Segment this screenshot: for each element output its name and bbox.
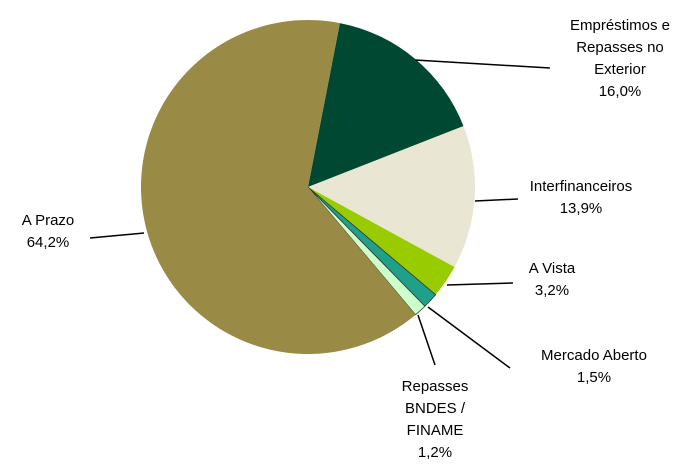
value-label: 1,2% [417,444,453,461]
value-label: 13,9% [559,200,603,217]
pie-slice [308,126,476,268]
value-label: 1,5% [576,369,612,386]
value-label: 3,2% [534,282,570,299]
value-label: 16,0% [598,83,642,100]
category-label: A Prazo [21,212,75,229]
slice-label: Mercado Aberto 1,5% [514,345,674,389]
slice-label: A Prazo 64,2% [3,210,93,254]
category-label: Interfinanceiros [529,178,633,195]
category-label: Empréstimos e Repasses no Exterior [569,17,671,78]
category-label: Mercado Aberto [541,347,647,364]
leader-line [427,306,511,369]
leader-line [414,59,551,69]
pie-slice [307,186,426,316]
pie-slice [308,187,455,295]
slice-label: Repasses BNDES / FINAME 1,2% [388,376,483,464]
pie-slice [141,19,416,354]
value-label: 64,2% [26,234,70,251]
leader-line [446,282,514,286]
category-label: A Vista [528,260,576,277]
leader-line [474,198,519,202]
category-label: Repasses BNDES / FINAME [401,378,469,439]
slice-label: Interfinanceiros 13,9% [506,176,656,220]
leader-line [89,232,145,239]
pie-slice [308,23,464,187]
leader-line [417,314,436,366]
slice-label: A Vista 3,2% [512,258,592,302]
slice-label: Empréstimos e Repasses no Exterior 16,0% [558,15,683,103]
